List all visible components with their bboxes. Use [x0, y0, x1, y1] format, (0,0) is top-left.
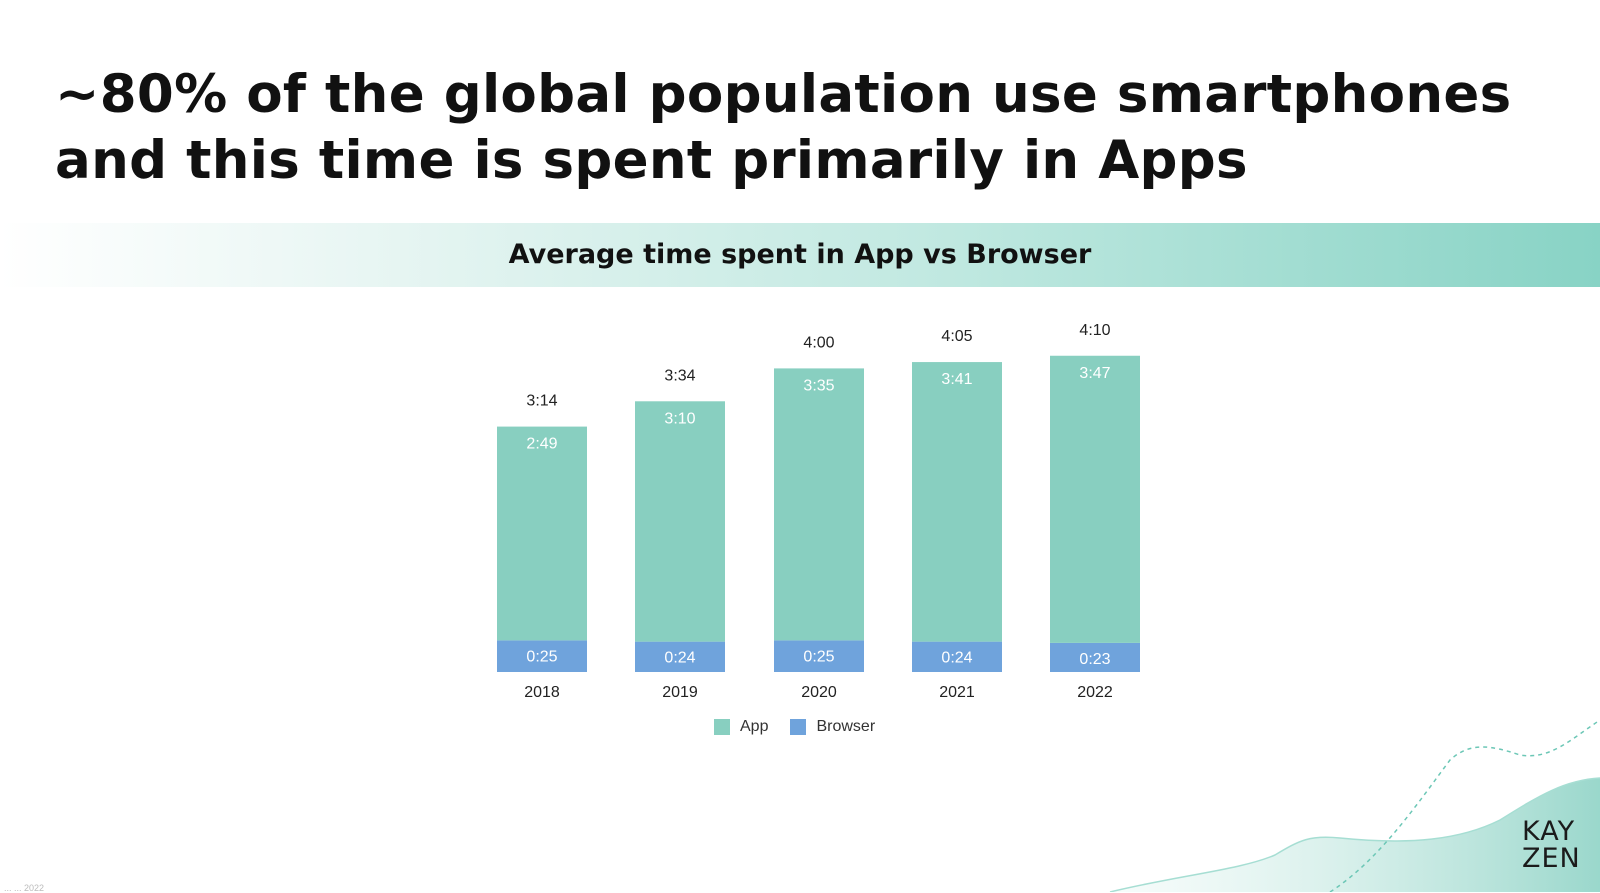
- data-label-app-2019: 3:10: [664, 410, 695, 427]
- legend-item-browser: Browser: [790, 718, 875, 736]
- data-label-app-2020: 3:35: [803, 377, 834, 394]
- data-label-browser-2018: 0:25: [526, 648, 557, 665]
- data-label-app-2022: 3:47: [1079, 365, 1110, 382]
- x-tick-label-2021: 2021: [939, 684, 975, 701]
- bar-app-2020: [774, 368, 864, 641]
- data-label-browser-2020: 0:25: [803, 648, 834, 665]
- total-label-2022: 4:10: [1079, 322, 1110, 339]
- total-label-2021: 4:05: [941, 328, 972, 345]
- kayzen-logo: KAY ZEN: [1522, 818, 1586, 872]
- legend-swatch-browser: [790, 719, 807, 735]
- headline-line-2: and this time is spent primarily in Apps: [55, 130, 1248, 191]
- total-label-2020: 4:00: [803, 334, 834, 351]
- legend-swatch-app: [714, 719, 730, 735]
- total-label-2019: 3:34: [664, 367, 695, 384]
- bar-browser-2019: [635, 641, 725, 672]
- data-label-browser-2021: 0:24: [941, 650, 972, 667]
- bar-app-2021: [912, 362, 1002, 642]
- total-label-2018: 3:14: [526, 393, 557, 410]
- chart-title: Average time spent in App vs Browser: [508, 239, 1092, 270]
- legend-label-app: App: [740, 718, 769, 735]
- data-label-browser-2022: 0:23: [1079, 651, 1110, 668]
- bar-app-2022: [1050, 355, 1140, 643]
- bar-browser-2018: [497, 640, 587, 672]
- x-tick-label-2020: 2020: [801, 684, 837, 701]
- logo-line-2: ZEN: [1522, 843, 1581, 874]
- data-label-browser-2019: 0:24: [664, 650, 695, 667]
- bar-browser-2020: [774, 640, 864, 672]
- headline: ~80% of the global population use smartp…: [55, 62, 1555, 194]
- headline-line-1: ~80% of the global population use smartp…: [55, 64, 1512, 125]
- data-label-app-2018: 2:49: [526, 436, 557, 453]
- x-tick-label-2018: 2018: [524, 684, 560, 701]
- bar-app-2018: [497, 426, 587, 641]
- logo-line-1: KAY: [1522, 816, 1576, 847]
- legend-label-browser: Browser: [816, 718, 876, 735]
- chart-title-band: Average time spent in App vs Browser: [0, 223, 1600, 287]
- x-tick-label-2022: 2022: [1077, 684, 1113, 701]
- footer-note: ... ... 2022: [4, 883, 45, 893]
- chart-legend: App Browser: [714, 716, 875, 738]
- data-label-app-2021: 3:41: [941, 371, 972, 388]
- x-tick-label-2019: 2019: [662, 684, 698, 701]
- bar-browser-2022: [1050, 642, 1140, 672]
- bar-app-2019: [635, 401, 725, 642]
- legend-item-app: App: [714, 718, 768, 736]
- bar-browser-2021: [912, 641, 1002, 672]
